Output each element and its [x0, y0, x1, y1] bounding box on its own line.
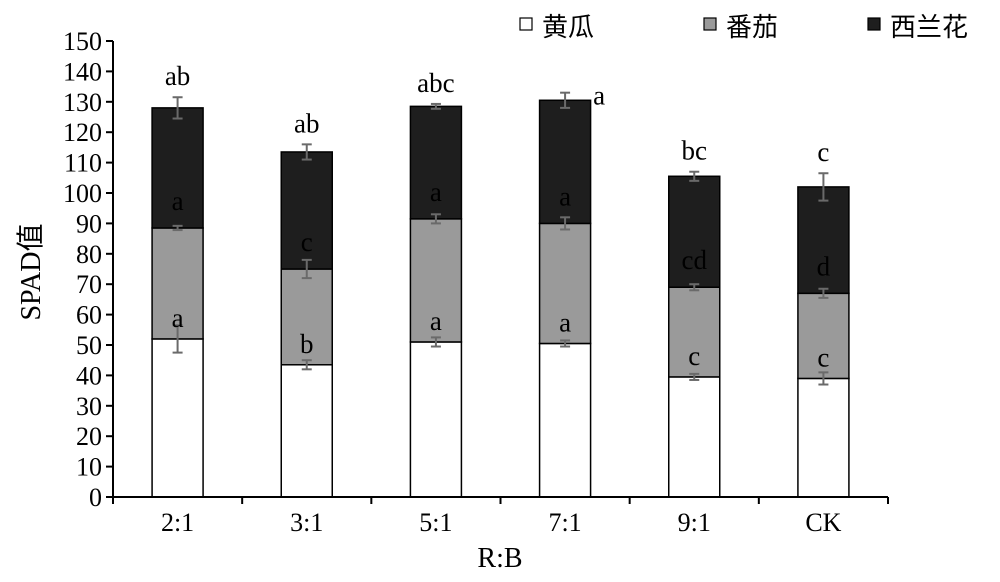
- legend: 黄瓜 番茄 西兰花: [519, 13, 968, 43]
- y-tick-label: 40: [76, 361, 102, 390]
- errorbars-layer: [172, 91, 829, 386]
- x-tick-label: 9:1: [678, 508, 711, 537]
- significance-label: c: [688, 341, 700, 371]
- bar-segment: [280, 151, 333, 270]
- y-tick-label: 70: [76, 270, 102, 299]
- bar-segment: [668, 376, 721, 498]
- bar-segment: [409, 341, 463, 498]
- x-axis-label: R:B: [477, 543, 522, 574]
- y-tick-label: 130: [63, 88, 102, 117]
- legend-label: 黄瓜: [542, 13, 594, 43]
- significance-label: c: [817, 342, 829, 372]
- bar-segment: [797, 292, 850, 380]
- bar-segment: [151, 107, 204, 229]
- legend-swatch: [519, 17, 533, 31]
- significance-label: c: [301, 227, 313, 257]
- significance-label: a: [559, 181, 571, 211]
- bar-segment: [797, 186, 850, 295]
- significance-label: ab: [294, 108, 319, 138]
- bar-segment: [668, 175, 721, 288]
- legend-swatch: [703, 17, 717, 31]
- significance-label: a: [172, 303, 184, 333]
- significance-label: a: [430, 306, 442, 336]
- y-tick-label: 110: [64, 149, 102, 178]
- significance-label: ab: [165, 61, 190, 91]
- x-ticks-layer: 2:1 3:1 5:1 7:1 9:1 CK: [112, 497, 889, 537]
- y-tick-label: 140: [63, 57, 102, 86]
- y-axis-label: SPAD值: [15, 223, 47, 320]
- significance-label: a: [172, 186, 184, 216]
- bar-segment: [797, 377, 850, 498]
- x-tick-label: 2:1: [161, 508, 194, 537]
- axes-layer: [112, 41, 888, 498]
- x-tick-label: 7:1: [548, 508, 581, 537]
- significance-label: d: [817, 251, 831, 281]
- y-tick-label: 0: [89, 483, 102, 512]
- significance-label: bc: [682, 136, 708, 166]
- bars-layer: [151, 99, 850, 498]
- y-tick-label: 60: [76, 301, 102, 330]
- y-tick-label: 100: [63, 179, 102, 208]
- y-tick-label: 150: [63, 27, 102, 56]
- bar-segment: [538, 342, 592, 498]
- significance-label: a: [593, 80, 605, 110]
- bar-segment: [280, 364, 333, 498]
- significance-label: a: [559, 307, 571, 337]
- x-tick-label: CK: [805, 508, 841, 537]
- y-tick-label: 90: [76, 209, 102, 238]
- bar-segment: [538, 99, 592, 225]
- y-tick-label: 120: [63, 118, 102, 147]
- significance-label: abc: [417, 68, 454, 98]
- y-tick-label: 80: [76, 240, 102, 269]
- significance-label: cd: [682, 245, 708, 275]
- significance-label: b: [300, 329, 314, 359]
- y-tick-label: 50: [76, 331, 102, 360]
- bar-segment: [151, 227, 204, 340]
- bar-segment: [151, 338, 204, 498]
- x-tick-label: 3:1: [290, 508, 323, 537]
- y-tick-label: 30: [76, 392, 102, 421]
- legend-swatch: [867, 17, 881, 31]
- legend-label: 西兰花: [890, 13, 968, 43]
- significance-label: c: [817, 137, 829, 167]
- y-tick-label: 10: [76, 453, 102, 482]
- legend-label: 番茄: [726, 13, 778, 43]
- bar-segment: [409, 105, 463, 220]
- x-tick-label: 5:1: [419, 508, 452, 537]
- y-tick-label: 20: [76, 422, 102, 451]
- significance-label: a: [430, 177, 442, 207]
